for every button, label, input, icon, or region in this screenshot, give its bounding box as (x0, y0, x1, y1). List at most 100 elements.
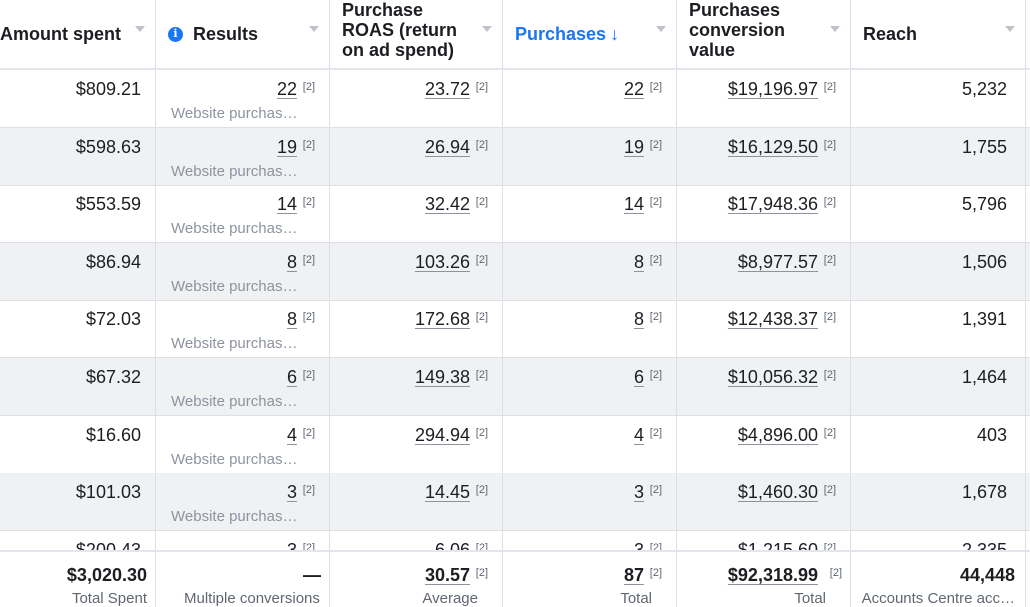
cell-amount-spent: $101.03 (0, 473, 156, 531)
roas-value[interactable]: 149.38 (414, 367, 470, 387)
cell-results: 14 [2] Website purchas… (156, 185, 330, 243)
footnote-marker: [2] (649, 253, 662, 266)
roas-value[interactable]: 32.42 (424, 194, 470, 215)
total-value[interactable]: 30.57 (424, 565, 470, 585)
column-header-amount-spent[interactable]: Amount spent (0, 0, 156, 68)
column-header-results[interactable]: i Results (156, 0, 330, 68)
purchases-value[interactable]: 6 (633, 367, 644, 387)
cell-results: 22 [2] Website purchas… (156, 70, 330, 127)
purchases-value[interactable]: 3 (633, 482, 644, 503)
table-row[interactable]: $553.59 14 [2] Website purchas… 32.42 [2] 14 [2… (0, 185, 1030, 244)
cell-results: 8 [2] Website purchas… (156, 242, 330, 300)
footnote-marker: [2] (649, 484, 662, 497)
reach-value: 1,506 (961, 251, 1007, 272)
chevron-down-icon[interactable] (482, 26, 492, 32)
column-header-purchases[interactable]: Purchases ↓ (503, 0, 677, 68)
roas-value[interactable]: 103.26 (414, 251, 470, 272)
roas-value[interactable]: 294.94 (414, 424, 470, 445)
purchases-value[interactable]: 8 (633, 309, 644, 330)
results-value[interactable]: 6 (286, 367, 297, 387)
footnote-marker: [2] (475, 138, 488, 151)
results-value[interactable]: 14 (276, 194, 297, 215)
results-value[interactable]: 8 (286, 251, 297, 272)
conversion-value[interactable]: $17,948.36 (727, 194, 818, 215)
table-row[interactable]: $809.21 22 [2] Website purchas… 23.72 [2] 22 [2… (0, 70, 1030, 128)
column-header-purchase-roas[interactable]: Purchase ROAS (return on ad spend) (330, 0, 503, 68)
reach-value: 5,232 (961, 79, 1007, 99)
purchases-value[interactable]: 3 (634, 540, 644, 561)
results-value[interactable]: 22 (276, 79, 297, 99)
conversion-value[interactable]: $12,438.37 (727, 309, 818, 330)
results-value[interactable]: 19 (276, 136, 297, 157)
results-type: Website purchas… (171, 508, 298, 526)
table-row[interactable]: $101.03 3 [2] Website purchas… 14.45 [2] 3 [2] $… (0, 473, 1030, 532)
table-row[interactable]: $86.94 8 [2] Website purchas… 103.26 [2] 8 [2] $… (0, 242, 1030, 301)
total-label: Total (794, 590, 826, 607)
footnote-marker: [2] (475, 253, 488, 266)
conversion-value[interactable]: $8,977.57 (737, 251, 818, 272)
roas-value[interactable]: 23.72 (424, 79, 470, 99)
conversion-value[interactable]: $4,896.00 (737, 424, 818, 445)
table-row[interactable]: $72.03 8 [2] Website purchas… 172.68 [2] 8 [2] $… (0, 300, 1030, 359)
purchases-value[interactable]: 4 (633, 424, 644, 445)
roas-value[interactable]: 14.45 (424, 482, 470, 503)
cell-reach: 1,506 (851, 242, 1026, 300)
cell-reach: 5,796 (851, 185, 1026, 243)
conversion-value[interactable]: $1,460.30 (737, 482, 818, 503)
footnote-marker: [2] (302, 253, 315, 266)
cell-reach: 5,232 (851, 70, 1026, 127)
footnote-marker: [2] (475, 311, 488, 324)
results-value[interactable]: 3 (286, 482, 297, 503)
chevron-down-icon[interactable] (1005, 26, 1015, 32)
column-header-label: Results (193, 24, 259, 44)
chevron-down-icon[interactable] (135, 26, 145, 32)
cell-purchase-roas: 32.42 [2] (330, 185, 503, 243)
cell-purchase-roas: 103.26 [2] (330, 242, 503, 300)
purchases-value[interactable]: 22 (623, 79, 644, 99)
cell-purchase-roas: 23.72 [2] (330, 70, 503, 127)
results-value[interactable]: 3 (287, 540, 297, 561)
total-value[interactable]: $92,318.99 (727, 565, 818, 585)
table-row[interactable]: $16.60 4 [2] Website purchas… 294.94 [2] 4 [2] $… (0, 415, 1030, 474)
conversion-value[interactable]: $10,056.32 (727, 367, 818, 387)
column-header-purchases-conversion-value[interactable]: Purchases conversion value (677, 0, 851, 68)
footnote-marker: [2] (475, 426, 488, 439)
table-row[interactable]: $598.63 19 [2] Website purchas… 26.94 [2] 19 [2… (0, 127, 1030, 186)
chevron-down-icon[interactable] (309, 26, 319, 32)
cell-purchases-conversion-value: $4,896.00 [2] (677, 415, 851, 473)
total-value[interactable]: 87 (623, 565, 644, 585)
footnote-marker: [2] (823, 253, 836, 266)
footnote-marker: [2] (823, 196, 836, 209)
cell-results: 6 [2] Website purchas… (156, 358, 330, 415)
column-header-label: Purchases conversion value (689, 0, 786, 60)
total-amount-spent: $3,020.30 Total Spent (0, 552, 156, 607)
table-row[interactable]: $67.32 6 [2] Website purchas… 149.38 [2] 6 [2] $… (0, 358, 1030, 416)
amount-spent-value: $809.21 (75, 79, 141, 99)
roas-value[interactable]: 26.94 (424, 136, 470, 157)
cell-results: 3 [2] Website purchas… (156, 473, 330, 531)
conversion-value[interactable]: $19,196.97 (727, 79, 818, 99)
amount-spent-value: $553.59 (75, 194, 141, 215)
cell-results: 19 [2] Website purchas… (156, 127, 330, 185)
chevron-down-icon[interactable] (656, 26, 666, 32)
results-value[interactable]: 4 (286, 424, 297, 445)
total-reach: 44,448 Accounts Centre acc… (851, 552, 1026, 607)
reach-value: 1,755 (961, 136, 1007, 157)
footnote-marker: [2] (475, 484, 488, 497)
cell-reach: 1,678 (851, 473, 1026, 531)
footnote-marker: [2] (649, 81, 662, 93)
purchases-value[interactable]: 8 (633, 251, 644, 272)
table-header: Amount spent i Results Purchase ROAS (re… (0, 0, 1030, 70)
chevron-down-icon[interactable] (830, 26, 840, 32)
conversion-value[interactable]: $16,129.50 (727, 136, 818, 157)
purchases-value[interactable]: 14 (623, 194, 644, 215)
footnote-marker: [2] (302, 369, 315, 381)
roas-value[interactable]: 172.68 (414, 309, 470, 330)
info-icon[interactable]: i (168, 26, 183, 42)
column-header-reach[interactable]: Reach (851, 0, 1026, 68)
results-value[interactable]: 8 (286, 309, 297, 330)
purchases-value[interactable]: 19 (623, 136, 644, 157)
results-type: Website purchas… (171, 277, 298, 295)
total-label: Multiple conversions (184, 590, 320, 607)
